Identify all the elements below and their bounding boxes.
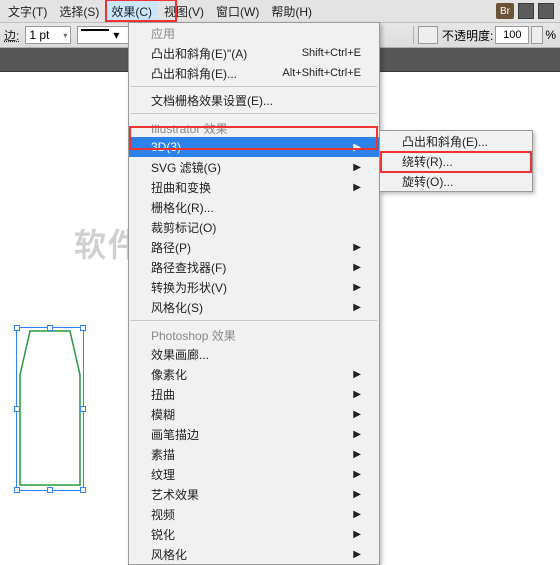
chevron-right-icon: ▶: [353, 162, 361, 173]
menu-item-锐化[interactable]: 锐化▶: [129, 524, 379, 544]
menu-item-路径查找器(F)[interactable]: 路径查找器(F)▶: [129, 257, 379, 277]
menu-item-效果画廊...[interactable]: 效果画廊...: [129, 344, 379, 364]
menu-item-凸出和斜角(E)"(A)[interactable]: 凸出和斜角(E)"(A)Shift+Ctrl+E: [129, 43, 379, 63]
chevron-right-icon: ▶: [353, 549, 361, 560]
stroke-label: 边:: [4, 27, 19, 44]
menu-help[interactable]: 帮助(H): [265, 1, 318, 22]
chevron-right-icon: ▶: [353, 509, 361, 520]
opacity-stepper[interactable]: [531, 26, 543, 44]
chevron-right-icon: ▶: [353, 369, 361, 380]
menu-header-photoshop: Photoshop 效果: [129, 324, 379, 344]
chevron-right-icon: ▶: [353, 389, 361, 400]
menu-item-3D(3)[interactable]: 3D(3)▶: [129, 137, 379, 157]
menu-item-素描[interactable]: 素描▶: [129, 444, 379, 464]
effects-menu: 应用凸出和斜角(E)"(A)Shift+Ctrl+E凸出和斜角(E)...Alt…: [128, 22, 380, 565]
selected-path[interactable]: [18, 329, 82, 489]
menubar: 文字(T) 选择(S) 效果(C) 视图(V) 窗口(W) 帮助(H) Br: [0, 0, 560, 22]
menu-item-SVG 滤镜(G)[interactable]: SVG 滤镜(G)▶: [129, 157, 379, 177]
menu-item-栅格化(R)...[interactable]: 栅格化(R)...: [129, 197, 379, 217]
menu-item-raster-settings[interactable]: 文档栅格效果设置(E)...: [129, 90, 379, 110]
chevron-right-icon: ▶: [353, 449, 361, 460]
menu-item-艺术效果[interactable]: 艺术效果▶: [129, 484, 379, 504]
menu-item-扭曲[interactable]: 扭曲▶: [129, 384, 379, 404]
menu-item-风格化(S)[interactable]: 风格化(S)▶: [129, 297, 379, 317]
submenu-3d: 凸出和斜角(E)...绕转(R)...旋转(O)...: [379, 130, 533, 192]
arrange-icon[interactable]: [518, 3, 534, 19]
menu-item-像素化[interactable]: 像素化▶: [129, 364, 379, 384]
chevron-right-icon: ▶: [353, 409, 361, 420]
menu-item-视频[interactable]: 视频▶: [129, 504, 379, 524]
menu-item-扭曲和变换[interactable]: 扭曲和变换▶: [129, 177, 379, 197]
menu-select[interactable]: 选择(S): [53, 1, 105, 22]
menu-item-画笔描边[interactable]: 画笔描边▶: [129, 424, 379, 444]
chevron-right-icon: ▶: [353, 142, 361, 153]
chevron-right-icon: ▶: [353, 262, 361, 273]
bridge-icon[interactable]: Br: [496, 3, 514, 19]
opacity-label: 不透明度:: [442, 27, 493, 44]
menu-item-应用[interactable]: 应用: [129, 23, 379, 43]
chevron-right-icon: ▶: [353, 242, 361, 253]
menu-item-路径(P)[interactable]: 路径(P)▶: [129, 237, 379, 257]
menu-window[interactable]: 窗口(W): [210, 1, 265, 22]
submenu-item-绕转(R)...[interactable]: 绕转(R)...: [380, 151, 532, 171]
submenu-item-旋转(O)...[interactable]: 旋转(O)...: [380, 171, 532, 191]
chevron-right-icon: ▶: [353, 282, 361, 293]
opacity-unit: %: [545, 28, 556, 42]
menu-header-illustrator: Illustrator 效果: [129, 117, 379, 137]
menu-text[interactable]: 文字(T): [2, 1, 53, 22]
menu-item-凸出和斜角(E)...[interactable]: 凸出和斜角(E)...Alt+Shift+Ctrl+E: [129, 63, 379, 83]
workspace-icon[interactable]: [538, 3, 554, 19]
menu-item-转换为形状(V)[interactable]: 转换为形状(V)▶: [129, 277, 379, 297]
menu-separator: [131, 113, 377, 114]
menu-item-风格化[interactable]: 风格化▶: [129, 544, 379, 564]
menu-effect[interactable]: 效果(C): [105, 1, 158, 22]
chevron-right-icon: ▶: [353, 429, 361, 440]
menu-item-纹理[interactable]: 纹理▶: [129, 464, 379, 484]
menu-separator: [131, 320, 377, 321]
submenu-item-凸出和斜角(E)...[interactable]: 凸出和斜角(E)...: [380, 131, 532, 151]
menu-item-裁剪标记(O)[interactable]: 裁剪标记(O): [129, 217, 379, 237]
menu-separator: [131, 86, 377, 87]
stroke-weight-input[interactable]: 1 pt▾: [25, 26, 71, 44]
opacity-input[interactable]: 100: [495, 26, 529, 44]
chevron-right-icon: ▶: [353, 529, 361, 540]
chevron-right-icon: ▶: [353, 182, 361, 193]
menu-item-模糊[interactable]: 模糊▶: [129, 404, 379, 424]
chevron-right-icon: ▶: [353, 469, 361, 480]
panel-button[interactable]: [418, 26, 438, 44]
chevron-right-icon: ▶: [353, 489, 361, 500]
menu-view[interactable]: 视图(V): [158, 1, 210, 22]
chevron-right-icon: ▶: [353, 302, 361, 313]
